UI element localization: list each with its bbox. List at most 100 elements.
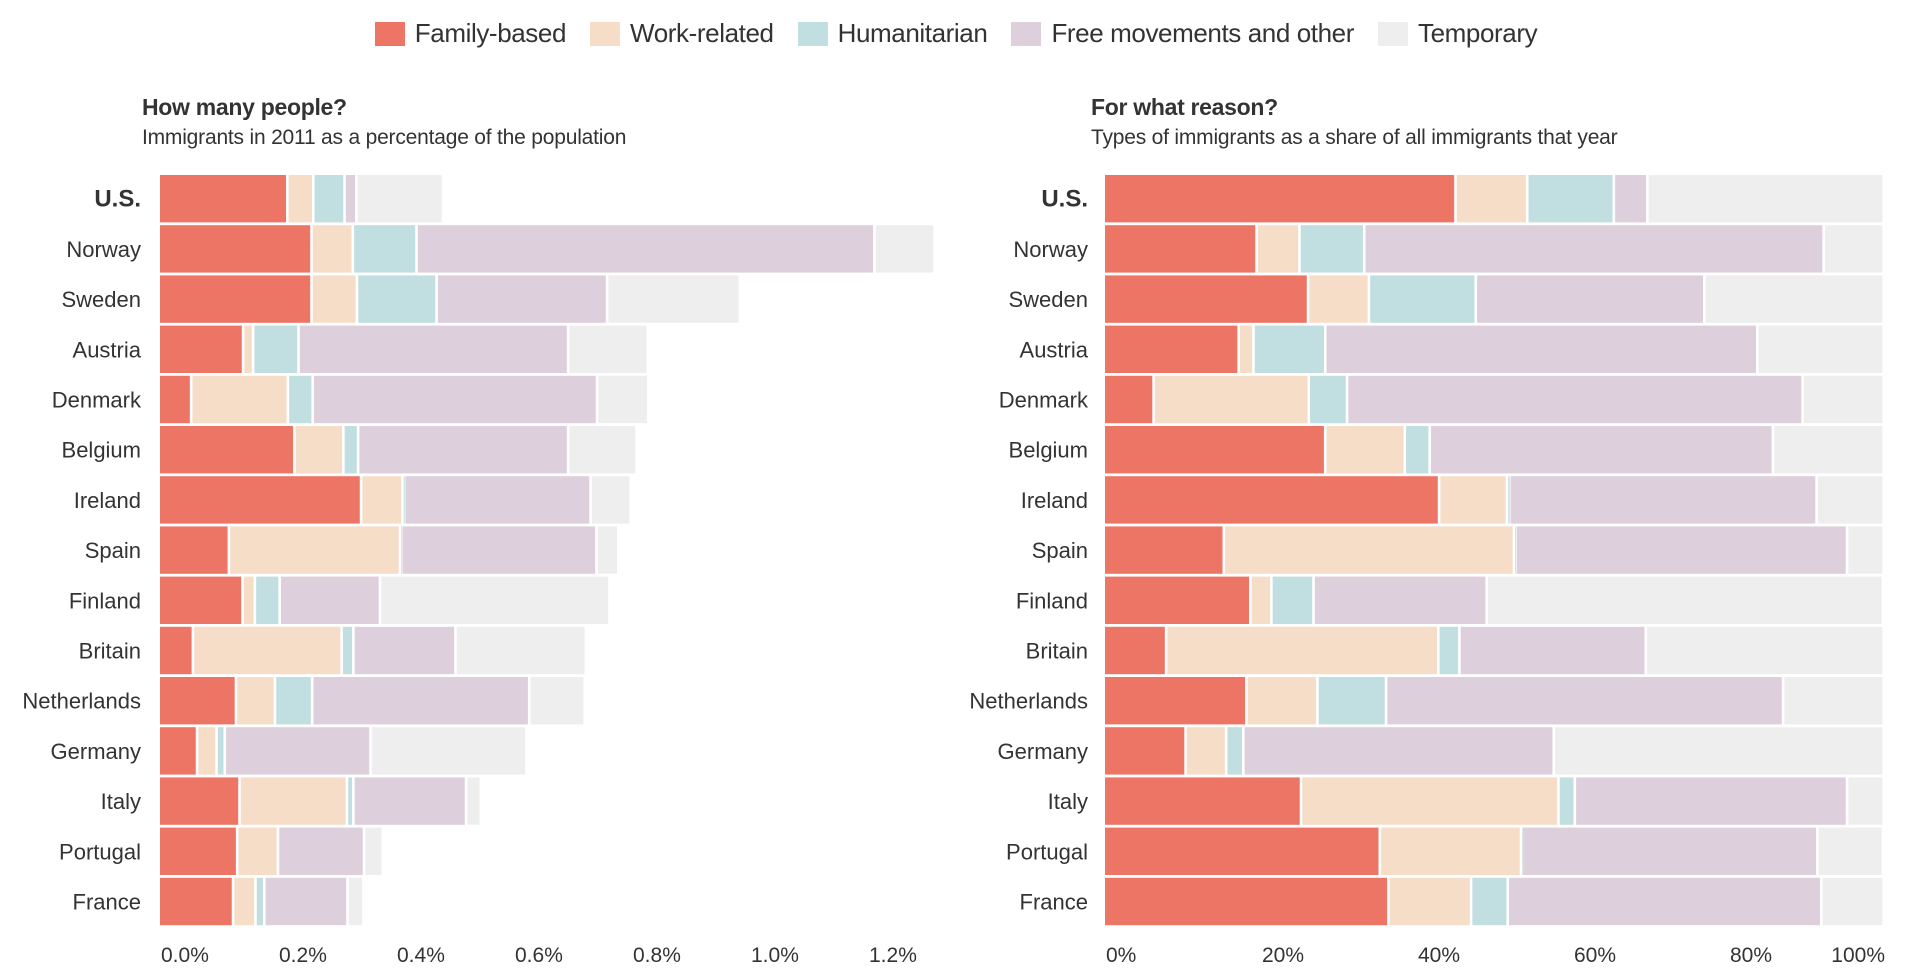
bar-segment-work [234,877,255,926]
bar-segment-free [359,426,567,474]
bar-segment-free [1244,727,1553,775]
country-label: Britain [79,639,141,664]
bar-row: Britain [79,626,585,675]
bar-segment-work [1440,476,1506,524]
bar-segment-family [160,727,196,775]
bar-segment-free [1516,526,1846,574]
bar-segment-family [1105,225,1256,273]
bar-segment-free [354,777,465,825]
country-label: France [1020,890,1088,915]
legend: Family-based Work-related Humanitarian F… [0,18,1912,49]
bar-segment-free [354,626,455,675]
bar-segment-family [1105,375,1153,424]
bar-segment-humanitarian [256,576,279,624]
bar-segment-work [192,375,287,424]
legend-item-free: Free movements and other [1011,18,1354,49]
bar-segment-free [280,576,379,624]
bar-segment-work [238,827,277,875]
bar-segment-temporary [1555,727,1883,775]
legend-label-humanitarian: Humanitarian [837,18,988,48]
bar-row: U.S. [94,175,442,223]
country-label: Germany [51,739,141,764]
bar-row: Italy [1048,777,1883,825]
legend-swatch-temporary [1378,21,1408,46]
bar-segment-humanitarian [289,375,312,424]
bar-segment-free [1576,777,1846,825]
bar-segment-family [1105,476,1438,524]
bar-segment-humanitarian [1522,827,1523,875]
country-label: Portugal [59,839,141,864]
bar-segment-free [1387,677,1782,725]
bar-segment-humanitarian [1254,325,1324,373]
bar-segment-family [160,476,360,524]
country-label: Ireland [1021,488,1088,513]
left-chart: U.S. Norway Sweden Austria Denmark Belgium Ire… [22,175,934,967]
bar-segment-free [437,275,606,323]
bar-segment-work [237,677,274,725]
bar-segment-humanitarian [354,225,416,273]
country-label: U.S. [1041,186,1088,213]
bar-segment-temporary [1705,275,1883,323]
bar-segment-work [194,626,341,675]
country-label: France [73,890,141,915]
country-label: Finland [69,588,141,613]
bar-segment-family [160,225,311,273]
bar-segment-temporary [365,827,382,875]
legend-item-work: Work-related [590,18,774,49]
legend-item-humanitarian: Humanitarian [797,18,988,49]
bar-segment-free [1365,225,1823,273]
bar-segment-temporary [1774,426,1883,474]
x-tick-label: 0.8% [633,944,681,967]
bar-row: Austria [1020,325,1883,373]
bar-segment-family [160,375,190,424]
bar-segment-humanitarian [358,275,436,323]
bar-segment-free [279,827,363,875]
bar-segment-humanitarian [342,626,353,675]
bar-segment-temporary [348,877,363,926]
x-tick-label: 60% [1574,944,1616,967]
legend-label-work: Work-related [630,18,774,48]
bar-segment-family [160,777,239,825]
bar-row: Belgium [1009,426,1883,474]
x-tick-label: 100% [1831,944,1885,967]
bar-segment-work [1456,175,1526,223]
country-label: Spain [85,538,141,563]
bar-segment-humanitarian [344,426,357,474]
bar-row: Germany [998,727,1883,775]
bar-segment-free [1510,476,1816,524]
bar-segment-family [160,526,228,574]
country-label: Austria [73,337,142,362]
bar-row: Netherlands [22,677,584,725]
bar-segment-humanitarian [256,877,264,926]
bar-segment-family [160,576,242,624]
bar-segment-work [295,426,343,474]
bar-segment-temporary [591,476,630,524]
bar-row: Finland [1016,576,1882,624]
country-label: Denmark [999,388,1089,413]
bar-segment-humanitarian [1370,275,1475,323]
country-label: Italy [101,789,141,814]
country-label: Netherlands [22,689,141,714]
bar-segment-temporary [456,626,585,675]
bar-row: Ireland [74,476,630,524]
x-tick-label: 0% [1106,944,1136,967]
bar-row: Portugal [59,827,382,875]
bar-segment-work [230,526,399,574]
bar-segment-temporary [1758,325,1883,373]
bar-segment-free [1460,626,1645,675]
bar-segment-free [1314,576,1486,624]
bar-segment-temporary [597,526,618,574]
bar-row: Ireland [1021,476,1883,524]
right-chart: U.S. Norway Sweden Austria Denmark Belgium Ire… [969,175,1885,967]
bar-segment-family [160,877,232,926]
bar-segment-work [1167,626,1438,675]
country-label: Spain [1032,538,1088,563]
bar-segment-free [313,677,528,725]
bar-segment-work [1302,777,1558,825]
bar-segment-humanitarian [401,526,403,574]
bar-segment-humanitarian [1508,476,1510,524]
bar-segment-family [160,175,287,223]
country-label: Portugal [1006,839,1088,864]
bar-segment-work [243,576,254,624]
bar-segment-work [1239,325,1253,373]
